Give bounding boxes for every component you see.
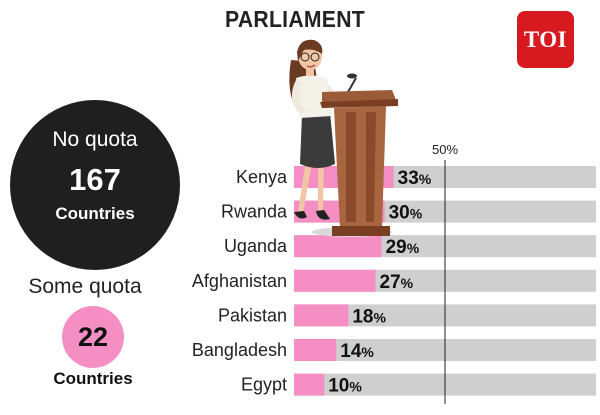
- some-quota-label: Some quota: [28, 275, 142, 298]
- category-label: Uganda: [224, 236, 288, 256]
- value-label: 27%: [380, 272, 414, 293]
- no-quota-unit: Countries: [55, 204, 135, 223]
- bar-pakistan: [294, 304, 349, 327]
- value-label: 29%: [386, 237, 420, 258]
- woman-at-podium-icon: [289, 39, 398, 237]
- some-quota-unit: Countries: [53, 369, 133, 388]
- bar-egypt: [294, 373, 325, 396]
- reference-line-label: 50%: [432, 142, 458, 157]
- bar-uganda: [294, 235, 382, 258]
- some-quota-circle: 22: [62, 306, 124, 368]
- value-label: 18%: [352, 306, 386, 327]
- value-label: 14%: [340, 341, 374, 362]
- category-label: Kenya: [236, 167, 288, 187]
- category-label: Rwanda: [221, 202, 288, 222]
- category-label: Pakistan: [218, 305, 287, 325]
- category-label: Afghanistan: [192, 271, 287, 291]
- bar-bangladesh: [294, 339, 337, 361]
- value-label: 10%: [328, 376, 362, 397]
- category-label: Bangladesh: [192, 340, 287, 360]
- chart-title: PARLIAMENT: [225, 6, 365, 32]
- no-quota-circle: No quota 167 Countries: [10, 100, 180, 270]
- value-label: 33%: [398, 168, 432, 189]
- bar-afghanistan: [294, 269, 376, 292]
- category-label: Egypt: [241, 375, 287, 395]
- no-quota-label: No quota: [52, 128, 138, 151]
- toi-logo: TOI: [517, 11, 574, 68]
- no-quota-count: 167: [69, 162, 121, 197]
- value-label: 30%: [389, 203, 423, 224]
